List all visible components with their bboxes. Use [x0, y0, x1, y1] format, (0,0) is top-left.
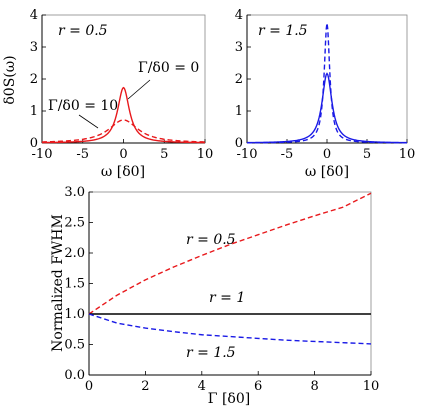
y-tick-label-top-left: 4 [30, 8, 38, 23]
y-tick-label-bottom: 1.0 [64, 307, 85, 322]
y-tick-label-top-left: 0 [30, 136, 38, 151]
y-tick-label-bottom: 2.5 [64, 216, 85, 231]
annotation-r-0-5-top: r = 0.5 [58, 23, 108, 39]
x-tick-label-top-right: 5 [363, 147, 371, 162]
arrow-gamma-10 [78, 114, 99, 129]
x-tick-label-top-left: -10 [32, 147, 53, 162]
y-tick-label-top-right: 1 [235, 104, 243, 119]
y-tick-label-top-right: 2 [235, 72, 243, 87]
xlabel-bottom: Γ [δ0] [208, 391, 250, 407]
series-line-top-right-1 [246, 22, 408, 144]
y-tick-label-top-right: 0 [235, 136, 243, 151]
x-tick-label-top-right: 0 [323, 147, 331, 162]
series-line-top-right-0 [246, 72, 408, 144]
y-tick-label-top-right: 3 [235, 40, 243, 55]
x-tick-label-bottom: 10 [363, 379, 380, 394]
y-tick-label-top-right: 4 [235, 8, 243, 23]
label-r-0-5: r = 0.5 [186, 232, 236, 248]
panel-bottom: Normalized FWHM Γ [δ0] r = 0.5 r = 1 r =… [50, 185, 379, 407]
legend-label-gamma-0: Γ/δ0 = 0 [138, 60, 199, 76]
y-tick-label-top-left: 2 [30, 72, 38, 87]
y-tick-label-top-left: 3 [30, 40, 38, 55]
x-tick-label-bottom: 0 [85, 379, 93, 394]
annotation-r-1-5-top: r = 1.5 [258, 23, 308, 39]
x-tick-label-top-left: 10 [197, 147, 214, 162]
panel-top-right: r = 1.5 ω [δ0] -10 -5 0 5 10 0 1 2 3 4 [235, 8, 416, 180]
y-tick-label-bottom: 3.0 [64, 185, 85, 200]
x-tick-label-bottom: 8 [310, 379, 318, 394]
y-tick-label-bottom: 2.0 [64, 246, 85, 261]
series-line-bottom-2 [88, 313, 372, 345]
arrow-gamma-0 [127, 79, 151, 100]
x-tick-label-bottom: 2 [141, 379, 149, 394]
x-tick-label-top-right: -5 [281, 147, 294, 162]
series-line-bottom-0 [88, 192, 372, 315]
x-tick-label-top-left: 0 [119, 147, 127, 162]
x-tick-label-bottom: 4 [198, 379, 206, 394]
series-line-top-left-1 [41, 119, 206, 143]
xlabel-top-right: ω [δ0] [305, 164, 349, 180]
x-tick-label-top-left: -5 [76, 147, 89, 162]
series-line-top-left-0 [42, 86, 205, 144]
label-r-1-5: r = 1.5 [186, 345, 236, 361]
x-tick-label-bottom: 6 [254, 379, 262, 394]
x-tick-label-top-right: 10 [399, 147, 416, 162]
y-tick-label-bottom: 0.5 [64, 338, 85, 353]
ylabel-bottom: Normalized FWHM [50, 214, 66, 352]
legend-label-gamma-10: Γ/δ0 = 10 [48, 98, 118, 114]
ylabel-top-left: δ0S(ω) [2, 55, 18, 104]
y-tick-label-top-left: 1 [30, 104, 38, 119]
x-tick-label-top-right: -10 [237, 147, 258, 162]
x-tick-label-top-left: 5 [160, 147, 168, 162]
y-tick-label-bottom: 0.0 [64, 368, 85, 383]
y-tick-label-bottom: 1.5 [64, 277, 85, 292]
label-r-1: r = 1 [209, 290, 245, 306]
xlabel-top-left: ω [δ0] [101, 164, 145, 180]
panel-top-left: r = 0.5 δ0S(ω) ω [δ0] Γ/δ0 = 0 Γ/δ0 = 10… [2, 8, 213, 180]
